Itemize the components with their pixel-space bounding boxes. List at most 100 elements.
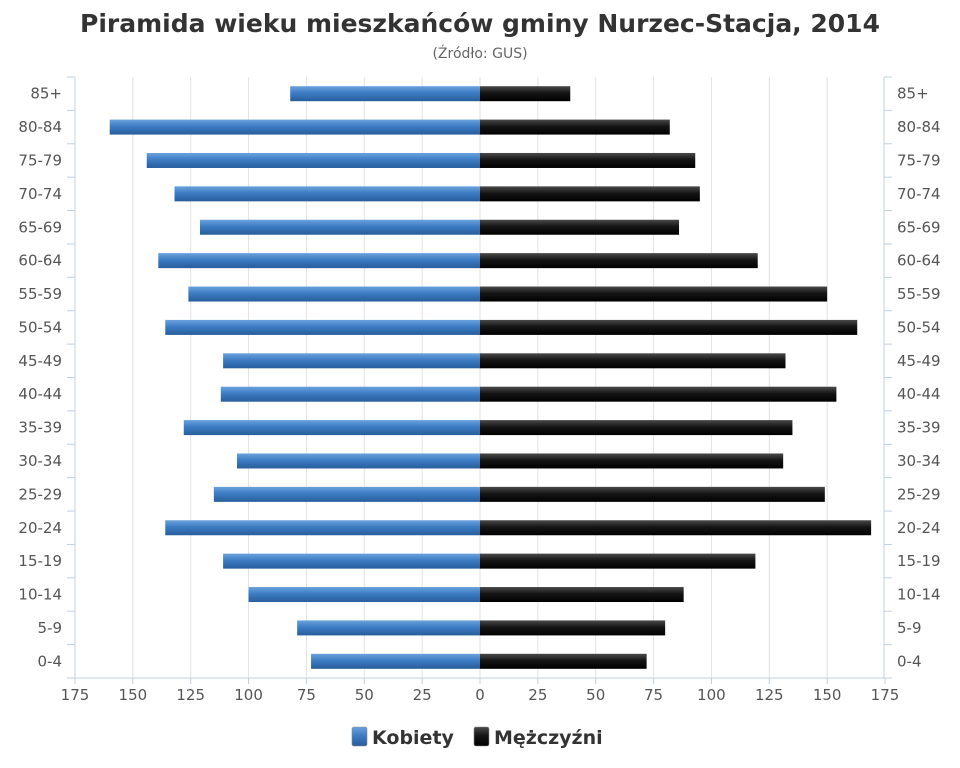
y-tick-label-right: 75-79 <box>897 151 941 169</box>
y-tick-label-left: 40-44 <box>18 385 62 403</box>
bar-mezczyzni <box>480 119 670 135</box>
bar-kobiety <box>311 653 480 669</box>
y-tick-label-right: 60-64 <box>897 252 941 270</box>
x-tick-label: 0 <box>475 686 485 704</box>
x-tick-label: 100 <box>234 686 263 704</box>
y-tick-label-right: 15-19 <box>897 552 941 570</box>
bar-kobiety <box>109 119 480 135</box>
y-tick-label-left: 60-64 <box>18 252 62 270</box>
x-tick-label: 175 <box>61 686 90 704</box>
y-tick-label-left: 15-19 <box>18 552 62 570</box>
bar-mezczyzni <box>480 319 858 335</box>
y-tick-label-right: 0-4 <box>897 652 922 670</box>
y-tick-label-right: 35-39 <box>897 419 941 437</box>
chart-title: Piramida wieku mieszkańców gminy Nurzec-… <box>80 9 880 38</box>
y-tick-label-left: 30-34 <box>18 452 62 470</box>
bar-kobiety <box>220 386 481 402</box>
bar-kobiety <box>146 152 480 168</box>
bar-kobiety <box>297 620 480 636</box>
bar-mezczyzni <box>480 186 700 202</box>
x-tick-label: 125 <box>176 686 205 704</box>
y-tick-label-right: 55-59 <box>897 285 941 303</box>
x-tick-label: 25 <box>413 686 432 704</box>
y-tick-label-right: 30-34 <box>897 452 941 470</box>
legend: Kobiety Mężczyźni <box>351 726 603 749</box>
x-tick-label: 75 <box>644 686 663 704</box>
x-tick-label: 75 <box>297 686 316 704</box>
bar-kobiety <box>290 86 480 102</box>
gridlines <box>132 77 828 678</box>
bar-mezczyzni <box>480 386 837 402</box>
x-tick-label: 125 <box>755 686 784 704</box>
bar-kobiety <box>188 286 480 302</box>
bar-kobiety <box>237 453 480 469</box>
y-tick-label-left: 80-84 <box>18 118 62 136</box>
legend-label: Kobiety <box>372 727 455 749</box>
legend-label: Mężczyźni <box>494 727 603 749</box>
y-tick-label-left: 50-54 <box>18 318 62 336</box>
legend-swatch <box>473 726 490 747</box>
y-tick-label-right: 20-24 <box>897 519 941 537</box>
x-tick-label: 50 <box>355 686 374 704</box>
bar-kobiety <box>158 253 481 269</box>
legend-swatch <box>351 726 368 747</box>
bar-mezczyzni <box>480 420 793 436</box>
y-tick-label-right: 70-74 <box>897 185 941 203</box>
x-tick-label: 50 <box>586 686 605 704</box>
legend-item-kobiety[interactable]: Kobiety <box>351 726 455 749</box>
y-tick-label-left: 0-4 <box>38 652 63 670</box>
bar-mezczyzni <box>480 219 680 235</box>
y-tick-label-left: 5-9 <box>38 619 63 637</box>
chart-subtitle: (Źródło: GUS) <box>432 44 527 62</box>
y-tick-label-left: 55-59 <box>18 285 62 303</box>
bar-mezczyzni <box>480 620 666 636</box>
bar-mezczyzni <box>480 553 756 569</box>
y-tick-label-left: 20-24 <box>18 519 62 537</box>
y-tick-label-right: 45-49 <box>897 352 941 370</box>
x-tick-label: 100 <box>697 686 726 704</box>
y-tick-label-left: 25-29 <box>18 485 62 503</box>
y-tick-label-right: 40-44 <box>897 385 941 403</box>
y-tick-label-left: 70-74 <box>18 185 62 203</box>
bar-kobiety <box>213 486 480 502</box>
y-tick-label-left: 75-79 <box>18 151 62 169</box>
bar-kobiety <box>223 553 480 569</box>
bar-kobiety <box>183 420 480 436</box>
y-tick-label-left: 10-14 <box>18 586 62 604</box>
y-tick-label-right: 50-54 <box>897 318 941 336</box>
y-tick-label-right: 5-9 <box>897 619 922 637</box>
bars <box>109 86 872 669</box>
x-tick-label: 150 <box>119 686 148 704</box>
bar-kobiety <box>223 353 480 369</box>
y-tick-label-left: 65-69 <box>18 218 62 236</box>
bar-mezczyzni <box>480 286 828 302</box>
bar-mezczyzni <box>480 486 825 502</box>
bar-mezczyzni <box>480 520 872 536</box>
bar-kobiety <box>199 219 480 235</box>
x-tick-label: 150 <box>813 686 842 704</box>
bar-mezczyzni <box>480 653 647 669</box>
y-tick-label-left: 35-39 <box>18 419 62 437</box>
axes: 175 150 125 100 75 50 25 0 25 50 75 100 125 150 175 85+… <box>18 76 941 704</box>
bar-kobiety <box>174 186 480 202</box>
bar-mezczyzni <box>480 453 784 469</box>
y-tick-label-right: 65-69 <box>897 218 941 236</box>
y-tick-label-right: 25-29 <box>897 485 941 503</box>
x-tick-label: 25 <box>528 686 547 704</box>
y-tick-label-right: 85+ <box>897 85 929 103</box>
bar-mezczyzni <box>480 152 696 168</box>
x-tick-label: 175 <box>871 686 900 704</box>
bar-kobiety <box>248 587 480 603</box>
bar-kobiety <box>165 520 480 536</box>
y-tick-label-right: 80-84 <box>897 118 941 136</box>
bar-mezczyzni <box>480 253 758 269</box>
y-tick-label-left: 45-49 <box>18 352 62 370</box>
y-tick-label-left: 85+ <box>30 85 62 103</box>
bar-kobiety <box>165 319 480 335</box>
bar-mezczyzni <box>480 353 786 369</box>
y-tick-label-right: 10-14 <box>897 586 941 604</box>
legend-item-mezczyzni[interactable]: Mężczyźni <box>473 726 603 749</box>
bar-mezczyzni <box>480 86 571 102</box>
